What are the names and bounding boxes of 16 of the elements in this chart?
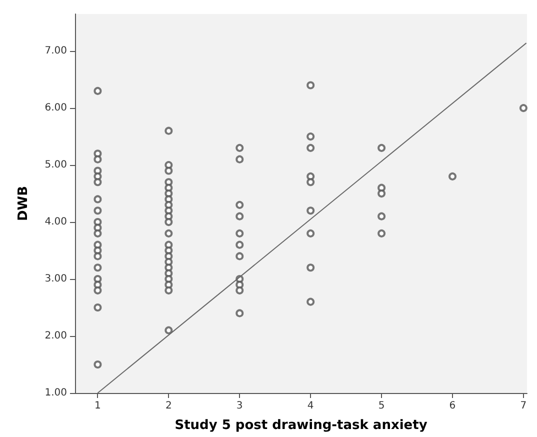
- y-tick-label: 2.00: [44, 330, 67, 342]
- x-tick-label: 7: [520, 400, 527, 412]
- y-tick-label: 7.00: [44, 46, 67, 57]
- x-tick-label: 2: [165, 400, 172, 412]
- x-tick-label: 1: [94, 400, 101, 412]
- x-tick-label: 4: [307, 400, 314, 412]
- x-axis-title: Study 5 post drawing-task anxiety: [174, 418, 428, 433]
- y-axis-title: DWB: [16, 186, 31, 222]
- y-tick-label: 3.00: [44, 274, 67, 285]
- y-tick-label: 4.00: [44, 216, 67, 228]
- x-tick-label: 6: [449, 400, 456, 412]
- x-tick-label: 3: [236, 400, 243, 412]
- y-tick-label: 6.00: [44, 102, 67, 114]
- x-tick-label: 5: [378, 400, 385, 412]
- y-tick-label: 1.00: [44, 388, 67, 398]
- y-tick-label: 5.00: [44, 160, 67, 171]
